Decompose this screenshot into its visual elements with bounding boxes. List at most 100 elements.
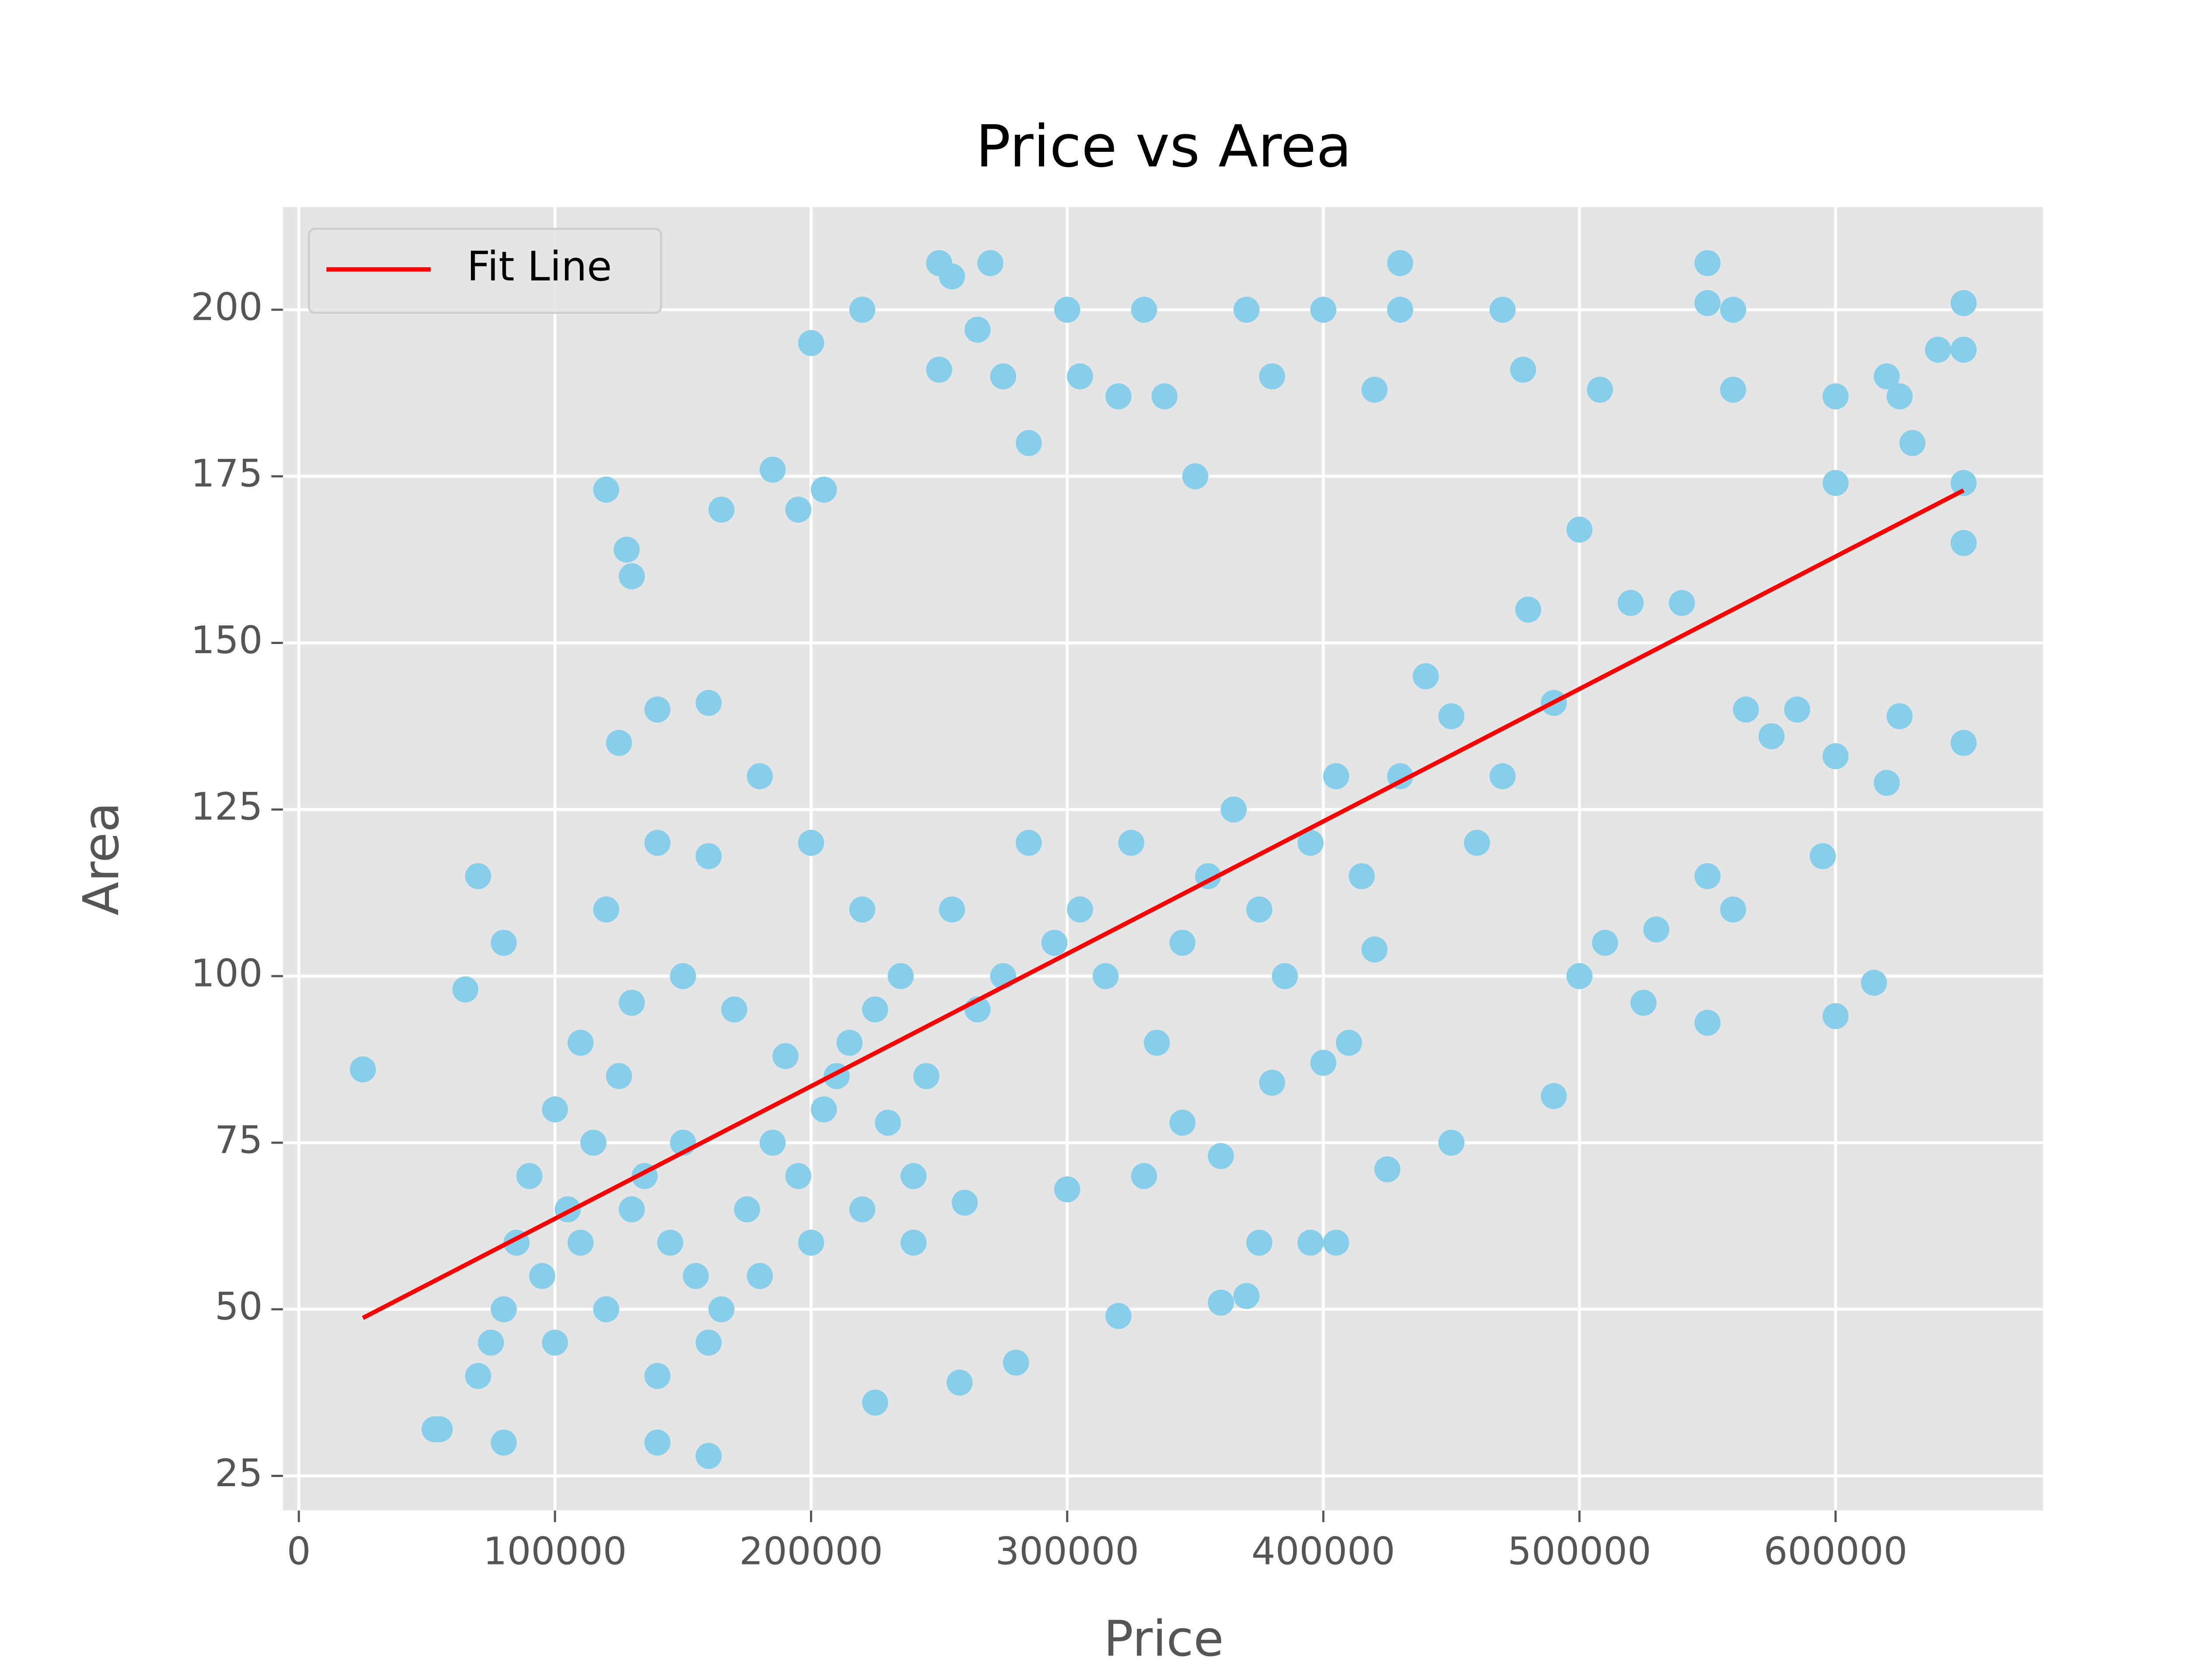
y-tick-label: 25 [215,1452,263,1495]
legend-box [308,228,663,314]
point [1950,290,1977,316]
point [567,1029,594,1056]
y-tick-label: 200 [191,285,263,329]
point [644,1363,671,1389]
point [1143,1029,1170,1056]
point [1105,383,1132,410]
point [491,1429,517,1456]
point [1566,516,1593,543]
point [1592,930,1618,956]
point [862,996,888,1023]
point [593,476,620,503]
point [1246,1229,1273,1256]
point [1694,863,1721,889]
point [1297,1229,1324,1256]
point [478,1330,504,1356]
point [1233,297,1260,323]
point [1822,1003,1849,1029]
point [849,297,876,323]
point [670,963,696,989]
point [964,316,991,343]
point [465,863,491,889]
point [1694,290,1721,316]
point [1003,1349,1029,1376]
point [350,1056,376,1083]
point [1208,1289,1234,1316]
point [683,1263,709,1289]
point [849,1196,876,1223]
point [772,1043,799,1069]
point [695,843,722,869]
point [1361,376,1388,403]
point [1925,336,1951,363]
plot-area [283,207,2043,1511]
point [1169,1110,1196,1136]
point [849,896,876,923]
x-tick-label: 200000 [739,1530,883,1573]
point [798,330,824,356]
point [695,690,722,716]
point [1822,470,1849,496]
point [1169,930,1196,956]
point [1310,1050,1336,1076]
point [1041,930,1068,956]
point [990,363,1017,390]
point [900,1229,927,1256]
y-tick-label: 50 [215,1285,263,1329]
point [695,1330,722,1356]
point [465,1363,491,1389]
point [798,1229,824,1256]
point [798,830,824,856]
x-tick-label: 300000 [996,1530,1139,1573]
point [1566,963,1593,989]
point [1387,297,1413,323]
point [759,456,786,483]
point [1208,1143,1234,1169]
point [695,1442,722,1469]
point [1510,357,1536,383]
point [1054,1176,1080,1203]
point [1067,896,1093,923]
point [1016,830,1042,856]
point [1515,596,1542,623]
point [1720,297,1746,323]
point [427,1416,453,1442]
legend: Fit Line [308,228,663,314]
point [747,1263,773,1289]
point [1758,723,1785,749]
point [1861,970,1887,996]
point [951,1190,978,1216]
point [747,763,773,789]
point [593,896,620,923]
point [1720,896,1746,923]
point [708,1296,735,1323]
point [542,1330,568,1356]
point [1489,297,1516,323]
x-tick-label: 100000 [483,1530,627,1573]
point [1310,297,1336,323]
point [1220,796,1247,823]
grid: 0 100000 200000 300000 400000 500000 600000 25 5… [191,207,2043,1573]
point [1617,590,1644,616]
point [1489,763,1516,789]
point [785,1163,812,1189]
x-axis-label: Price [1104,1610,1224,1668]
point [1131,1163,1157,1189]
point [516,1163,543,1189]
point [1886,383,1913,410]
point [721,996,747,1023]
point [887,963,914,989]
point [1387,250,1413,276]
point [644,830,671,856]
point [1361,936,1388,962]
x-tick-label: 400000 [1252,1530,1395,1573]
point [1413,663,1439,690]
point [618,1196,645,1223]
point [614,536,640,563]
point [1259,363,1285,390]
point [452,976,479,1003]
point [1822,743,1849,770]
point [644,696,671,723]
point [1720,376,1746,403]
